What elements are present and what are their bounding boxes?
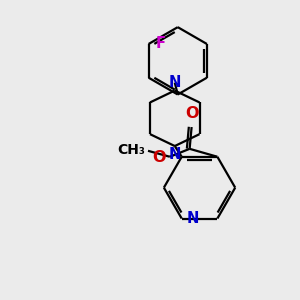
Text: CH₃: CH₃ — [117, 143, 145, 157]
Text: N: N — [169, 75, 181, 90]
Text: O: O — [152, 150, 166, 165]
Text: O: O — [185, 106, 198, 121]
Text: N: N — [169, 147, 181, 162]
Text: N: N — [187, 211, 199, 226]
Text: F: F — [155, 35, 166, 50]
